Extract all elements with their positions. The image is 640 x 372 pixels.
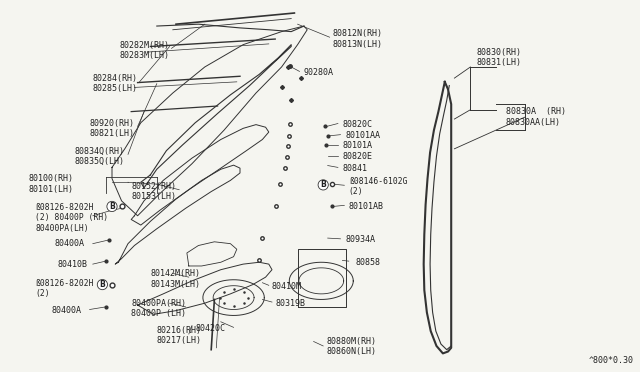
Text: 80400A: 80400A	[54, 239, 84, 248]
Text: ^800*0.30: ^800*0.30	[589, 356, 634, 365]
Text: 80101A: 80101A	[342, 141, 372, 150]
Text: 80880M(RH)
80860N(LH): 80880M(RH) 80860N(LH)	[326, 337, 376, 356]
Text: 80920(RH)
80821(LH): 80920(RH) 80821(LH)	[90, 119, 134, 138]
Text: ß08126-8202H
(2): ß08126-8202H (2)	[35, 279, 93, 298]
Text: ß08126-8202H
(2) 80400P (RH)
80400PA(LH): ß08126-8202H (2) 80400P (RH) 80400PA(LH)	[35, 203, 108, 232]
Text: 80858: 80858	[355, 258, 380, 267]
Text: 80142M(RH)
80143M(LH): 80142M(RH) 80143M(LH)	[150, 269, 200, 289]
Text: 80282M(RH)
80283M(LH): 80282M(RH) 80283M(LH)	[120, 41, 170, 60]
Text: 80400A: 80400A	[51, 306, 81, 315]
Text: 80830(RH)
80831(LH): 80830(RH) 80831(LH)	[477, 48, 522, 67]
Text: 80400PA(RH)
80400P (LH): 80400PA(RH) 80400P (LH)	[131, 299, 186, 318]
Text: 80101AB: 80101AB	[349, 202, 384, 211]
Text: 80284(RH)
80285(LH): 80284(RH) 80285(LH)	[93, 74, 138, 93]
Text: 80152(RH)
80153(LH): 80152(RH) 80153(LH)	[131, 182, 176, 201]
Text: 80101AA: 80101AA	[346, 131, 381, 140]
Text: 80820E: 80820E	[342, 153, 372, 161]
Text: ß08146-6102G
(2): ß08146-6102G (2)	[349, 177, 407, 196]
Text: 80410B: 80410B	[58, 260, 88, 269]
Text: 80319B: 80319B	[275, 299, 305, 308]
Text: 80216(RH)
80217(LH): 80216(RH) 80217(LH)	[157, 326, 202, 345]
Text: 80841: 80841	[342, 164, 367, 173]
Text: 80812N(RH)
80813N(LH): 80812N(RH) 80813N(LH)	[333, 29, 383, 49]
Text: 80100(RH)
80101(LH): 80100(RH) 80101(LH)	[29, 174, 74, 194]
Text: 80420C: 80420C	[195, 324, 225, 333]
Text: 80410M: 80410M	[272, 282, 302, 291]
Text: 80934A: 80934A	[346, 235, 376, 244]
Text: B: B	[321, 180, 326, 189]
Text: 80830A  (RH)
80830AA(LH): 80830A (RH) 80830AA(LH)	[506, 108, 566, 127]
Text: 90280A: 90280A	[304, 68, 334, 77]
Text: B: B	[109, 202, 115, 211]
Text: B: B	[100, 280, 105, 289]
Text: 80820C: 80820C	[342, 120, 372, 129]
Text: 80834Q(RH)
80835Q(LH): 80834Q(RH) 80835Q(LH)	[75, 147, 125, 166]
